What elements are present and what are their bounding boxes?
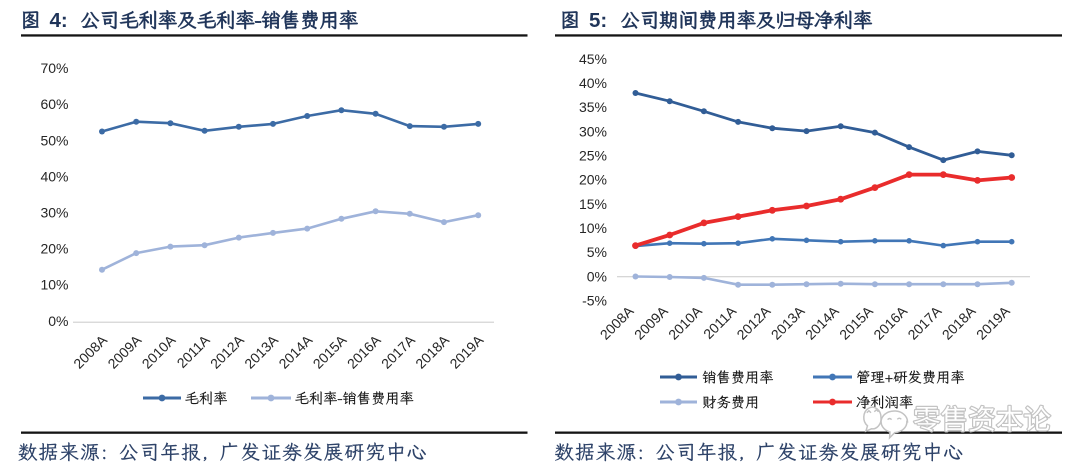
svg-text:15%: 15% <box>579 196 607 212</box>
svg-text:4:: 4: <box>50 9 68 32</box>
svg-text:40%: 40% <box>579 75 607 91</box>
svg-text:0%: 0% <box>587 268 607 284</box>
svg-text:70%: 70% <box>40 60 68 76</box>
svg-text:35%: 35% <box>579 99 607 115</box>
svg-text:45%: 45% <box>579 51 607 67</box>
svg-text:10%: 10% <box>579 220 607 236</box>
svg-text:40%: 40% <box>40 168 68 184</box>
svg-text:5%: 5% <box>587 244 607 260</box>
svg-text:5:: 5: <box>589 9 607 32</box>
svg-text:-5%: -5% <box>582 292 607 308</box>
svg-text:20%: 20% <box>40 241 68 257</box>
svg-text:30%: 30% <box>40 205 68 221</box>
svg-text:25%: 25% <box>579 148 607 164</box>
svg-text:30%: 30% <box>579 123 607 139</box>
svg-text:0%: 0% <box>48 313 68 329</box>
svg-text:10%: 10% <box>40 277 68 293</box>
svg-text:20%: 20% <box>579 172 607 188</box>
svg-text:50%: 50% <box>40 132 68 148</box>
svg-text:60%: 60% <box>40 96 68 112</box>
